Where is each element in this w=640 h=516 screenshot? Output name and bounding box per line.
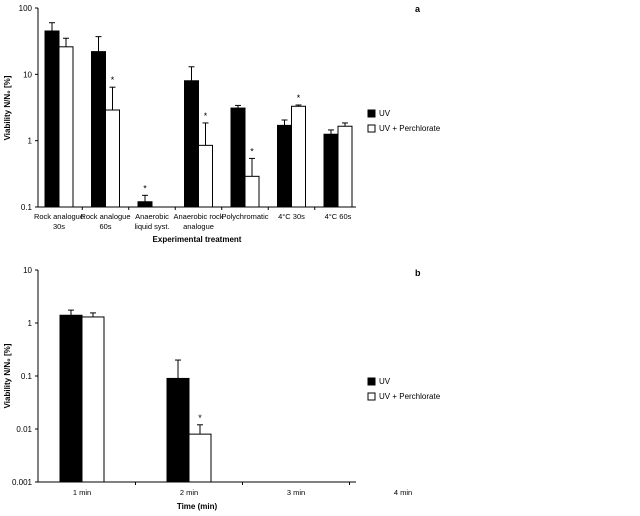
y-tick-label: 1 xyxy=(28,319,33,328)
x-tick-label: Anaerobic xyxy=(135,212,169,221)
legend-label: UV + Perchlorate xyxy=(379,124,441,133)
bar xyxy=(44,30,60,208)
x-axis-label: Time (min) xyxy=(177,502,218,511)
y-tick-label: 10 xyxy=(23,70,32,79)
legend-swatch xyxy=(367,124,376,133)
y-tick-label: 0.01 xyxy=(16,425,32,434)
significance-marker: * xyxy=(111,75,115,85)
significance-marker: * xyxy=(143,183,147,193)
x-tick-label: Polychromatic xyxy=(221,212,268,221)
y-tick-label: 0.1 xyxy=(21,203,33,212)
x-axis-label: Experimental treatment xyxy=(153,235,242,244)
bar xyxy=(91,51,106,208)
panel-label: a xyxy=(415,4,421,14)
bar xyxy=(277,124,292,208)
bar xyxy=(230,107,246,208)
bar xyxy=(184,80,199,208)
y-axis-label: Viability N/N₀ [%] xyxy=(3,75,12,140)
x-tick-label: 3 min xyxy=(287,488,305,497)
bar xyxy=(81,316,105,483)
y-tick-label: 1 xyxy=(28,137,33,146)
y-tick-label: 100 xyxy=(19,4,33,13)
bar xyxy=(291,105,306,208)
y-tick-label: 0.1 xyxy=(21,372,33,381)
y-axis-label: Viability N/N₀ [%] xyxy=(3,343,12,408)
bar xyxy=(198,144,213,208)
legend-label: UV xyxy=(379,377,391,386)
legend-label: UV xyxy=(379,109,391,118)
bar xyxy=(105,109,120,208)
bar xyxy=(59,314,83,483)
x-tick-label: Rock analogue xyxy=(80,212,130,221)
legend-swatch xyxy=(367,109,376,118)
x-tick-label: analogue xyxy=(183,222,214,231)
y-tick-label: 10 xyxy=(23,266,32,275)
legend-swatch xyxy=(367,392,376,401)
y-tick-label: 0.001 xyxy=(12,478,33,487)
bar xyxy=(244,175,260,208)
significance-marker: * xyxy=(250,146,254,156)
significance-marker: * xyxy=(204,111,208,121)
x-tick-label: 4°C 30s xyxy=(278,212,305,221)
x-tick-label: Anaerobic rock xyxy=(173,212,223,221)
x-tick-label: 4°C 60s xyxy=(325,212,352,221)
bar xyxy=(337,125,353,208)
legend-swatch xyxy=(367,377,376,386)
x-tick-label: Rock analogue xyxy=(34,212,84,221)
x-tick-label: 1 min xyxy=(73,488,91,497)
bar xyxy=(323,133,339,208)
x-tick-label: liquid syst. xyxy=(134,222,169,231)
x-tick-label: 4 min xyxy=(394,488,412,497)
bar xyxy=(137,201,153,208)
significance-marker: * xyxy=(297,93,301,103)
x-tick-label: 60s xyxy=(99,222,111,231)
x-tick-label: 2 min xyxy=(180,488,198,497)
bar xyxy=(58,46,74,208)
significance-marker: * xyxy=(198,413,202,423)
panel-label: b xyxy=(415,268,421,278)
bar xyxy=(188,433,212,483)
x-tick-label: 30s xyxy=(53,222,65,231)
bar xyxy=(166,377,190,483)
legend-label: UV + Perchlorate xyxy=(379,392,441,401)
